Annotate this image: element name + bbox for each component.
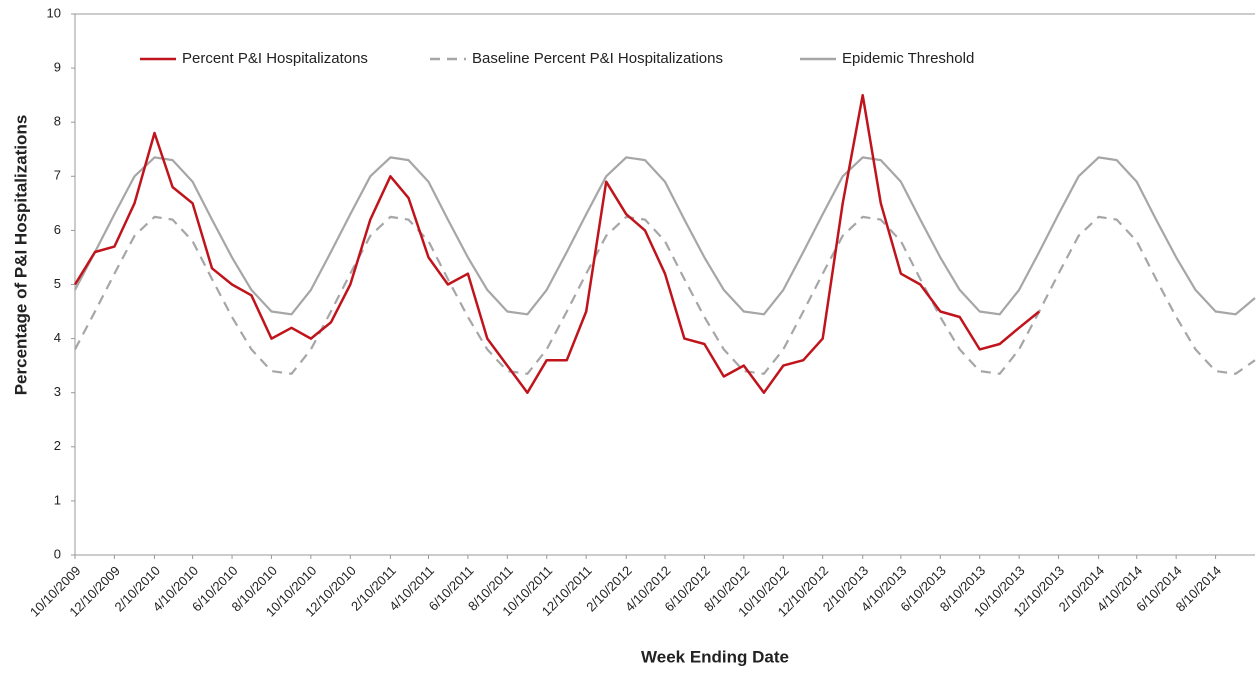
y-tick-label: 3 [54,384,61,399]
y-tick-label: 1 [54,492,61,507]
y-tick-label: 2 [54,438,61,453]
y-tick-label: 10 [47,5,61,20]
y-tick-label: 5 [54,276,61,291]
x-axis-title: Week Ending Date [641,647,789,666]
y-tick-label: 7 [54,168,61,183]
y-tick-label: 6 [54,222,61,237]
y-tick-label: 9 [54,60,61,75]
y-tick-label: 8 [54,114,61,129]
legend-label: Epidemic Threshold [842,50,974,67]
legend-label: Percent P&I Hospitalizatons [182,50,368,67]
legend-label: Baseline Percent P&I Hospitalizations [472,50,723,67]
y-axis-title: Percentage of P&I Hospitalizations [11,115,30,396]
y-tick-label: 4 [54,330,61,345]
series-line [73,93,1040,394]
series-line [74,156,1256,316]
y-tick-label: 0 [54,546,61,561]
